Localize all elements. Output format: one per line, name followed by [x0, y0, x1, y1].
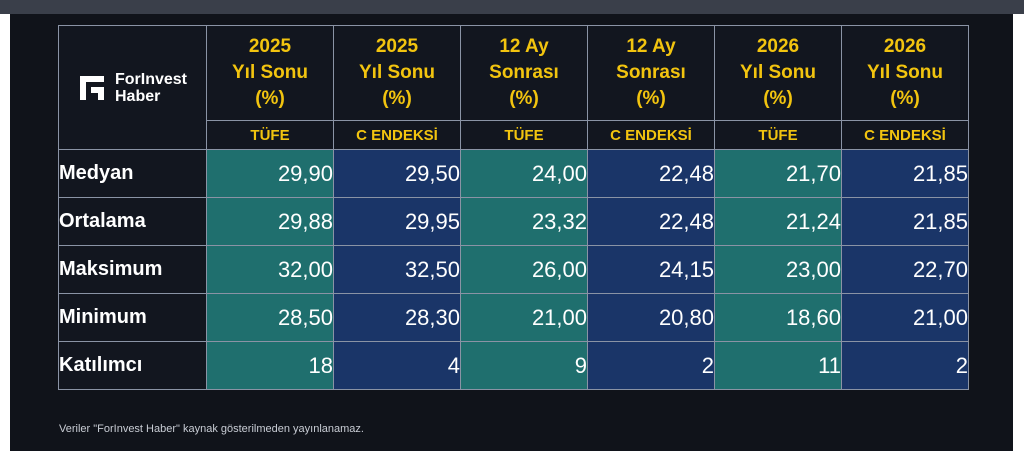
value-cell: 11 — [714, 341, 842, 390]
column-subheader-2: C ENDEKSİ — [333, 120, 461, 150]
source-footnote: Veriler "ForInvest Haber" kaynak gösteri… — [59, 423, 364, 435]
value-cell: 9 — [460, 341, 588, 390]
row-label: Ortalama — [58, 197, 207, 246]
value-cell: 4 — [333, 341, 461, 390]
column-header-line: Yıl Sonu — [867, 62, 943, 83]
column-header-line: (%) — [763, 88, 793, 109]
table-row: Maksimum 32,00 32,50 26,00 24,15 23,00 22,70 — [58, 245, 969, 294]
value-cell: 29,50 — [333, 149, 461, 198]
row-label: Minimum — [58, 293, 207, 342]
column-header-line: 2026 — [756, 36, 800, 57]
brand-logo: ForInvest Haber — [59, 71, 206, 105]
column-header-line: Yıl Sonu — [359, 62, 435, 83]
subheader-row: TÜFE C ENDEKSİ TÜFE C ENDEKSİ TÜFE C ENDEKSİ — [59, 120, 969, 150]
value-cell: 21,00 — [841, 293, 969, 342]
row-label: Maksimum — [58, 245, 207, 294]
table-row: Ortalama 29,88 29,95 23,32 22,48 21,24 21,85 — [58, 197, 969, 246]
value-cell: 2 — [587, 341, 715, 390]
value-cell: 29,95 — [333, 197, 461, 246]
value-cell: 22,70 — [841, 245, 969, 294]
column-header-line: (%) — [890, 88, 920, 109]
table-row: Katılımcı 18 4 9 2 11 2 — [58, 341, 969, 390]
column-header-line: (%) — [382, 88, 412, 109]
column-header-line: 2025 — [375, 36, 419, 57]
value-cell: 21,00 — [460, 293, 588, 342]
value-cell: 24,00 — [460, 149, 588, 198]
brand-name-line2: Haber — [114, 87, 161, 105]
value-cell: 29,88 — [206, 197, 334, 246]
table-row: Minimum 28,50 28,30 21,00 20,80 18,60 21,00 — [58, 293, 969, 342]
column-subheader-1: TÜFE — [206, 120, 334, 150]
column-header-line: Yıl Sonu — [232, 62, 308, 83]
column-header-line: 2025 — [248, 36, 292, 57]
brand-name-line1: ForInvest — [114, 70, 187, 88]
value-cell: 18 — [206, 341, 334, 390]
column-header-line: Sonrası — [616, 62, 686, 83]
value-cell: 23,00 — [714, 245, 842, 294]
table-row: Medyan 29,90 29,50 24,00 22,48 21,70 21,85 — [58, 149, 969, 198]
value-cell: 29,90 — [206, 149, 334, 198]
value-cell: 21,85 — [841, 149, 969, 198]
column-header-line: 12 Ay — [499, 36, 549, 57]
value-cell: 23,32 — [460, 197, 588, 246]
value-cell: 2 — [841, 341, 969, 390]
table-body: Medyan 29,90 29,50 24,00 22,48 21,70 21,85 Orta… — [58, 149, 969, 390]
header-row: ForInvest Haber 2025 Yıl Sonu (%) 2025 Yıl S… — [58, 25, 969, 150]
value-cell: 21,70 — [714, 149, 842, 198]
value-cell: 18,60 — [714, 293, 842, 342]
column-subheader-6: C ENDEKSİ — [841, 120, 969, 150]
value-cell: 24,15 — [587, 245, 715, 294]
top-bar — [0, 0, 1024, 14]
column-header-4: 12 Ay Sonrası (%) — [587, 25, 715, 121]
value-cell: 28,30 — [333, 293, 461, 342]
forinvest-logo-icon — [79, 75, 104, 100]
column-header-5: 2026 Yıl Sonu (%) — [714, 25, 842, 121]
column-header-line: (%) — [255, 88, 285, 109]
column-header-1: 2025 Yıl Sonu (%) — [206, 25, 334, 121]
column-header-line: Yıl Sonu — [740, 62, 816, 83]
column-subheader-5: TÜFE — [714, 120, 842, 150]
value-cell: 21,24 — [714, 197, 842, 246]
column-header-6: 2026 Yıl Sonu (%) — [841, 25, 969, 121]
column-header-line: Sonrası — [489, 62, 559, 83]
value-cell: 32,50 — [333, 245, 461, 294]
logo-cell: ForInvest Haber — [58, 25, 207, 150]
column-header-3: 12 Ay Sonrası (%) — [460, 25, 588, 121]
column-header-2: 2025 Yıl Sonu (%) — [333, 25, 461, 121]
value-cell: 28,50 — [206, 293, 334, 342]
expectation-table: ForInvest Haber 2025 Yıl Sonu (%) 2025 Yıl S… — [58, 25, 969, 390]
value-cell: 22,48 — [587, 197, 715, 246]
column-header-line: (%) — [636, 88, 666, 109]
value-cell: 22,48 — [587, 149, 715, 198]
column-header-line: 12 Ay — [626, 36, 676, 57]
row-label: Katılımcı — [58, 341, 207, 390]
column-header-line: (%) — [509, 88, 539, 109]
column-subheader-3: TÜFE — [460, 120, 588, 150]
value-cell: 20,80 — [587, 293, 715, 342]
value-cell: 21,85 — [841, 197, 969, 246]
row-label: Medyan — [58, 149, 207, 198]
column-header-line: 2026 — [883, 36, 927, 57]
value-cell: 26,00 — [460, 245, 588, 294]
column-subheader-4: C ENDEKSİ — [587, 120, 715, 150]
value-cell: 32,00 — [206, 245, 334, 294]
